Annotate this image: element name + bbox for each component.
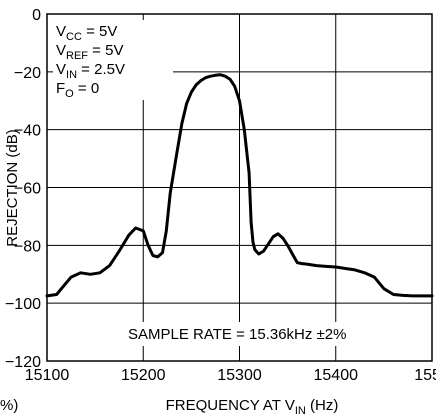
x-tick-label: 1550: [414, 367, 436, 384]
footer-fragment: %): [0, 397, 18, 414]
x-tick-label: 15300: [217, 367, 262, 384]
y-axis-title: REJECTION (dB): [4, 129, 21, 247]
y-tick-label: −60: [14, 181, 41, 198]
vref-annotation: VREF = 5V: [56, 42, 123, 62]
y-tick-label: −120: [5, 354, 41, 371]
grid-lines: [47, 14, 432, 361]
x-tick-label: 15400: [314, 367, 359, 384]
y-tick-label: −80: [14, 238, 41, 255]
y-tick-labels: 0 −20 −40 −60 −80 −100 −120: [5, 7, 41, 371]
y-tick-label: −20: [14, 65, 41, 82]
vcc-annotation: VCC = 5V: [56, 23, 117, 43]
annotations: VCC = 5V VREF = 5V VIN = 2.5V FO = 0 SAM…: [53, 20, 374, 346]
x-tick-label: 15100: [25, 367, 70, 384]
x-tick-label: 15200: [121, 367, 166, 384]
fo-annotation: FO = 0: [56, 80, 99, 100]
y-tick-label: −40: [14, 123, 41, 140]
y-tick-label: −100: [5, 296, 41, 313]
sample-rate-annotation: SAMPLE RATE = 15.36kHz ±2%: [128, 326, 346, 343]
x-tick-labels: 15100 15200 15300 15400 1550: [25, 367, 436, 384]
y-tick-label: 0: [32, 7, 41, 24]
annotation-box: [53, 20, 173, 100]
x-axis-title: FREQUENCY AT VIN (Hz): [166, 397, 339, 417]
vin-annotation: VIN = 2.5V: [56, 61, 125, 81]
sample-rate-box: [124, 322, 374, 346]
rejection-series-line: [45, 73, 434, 298]
